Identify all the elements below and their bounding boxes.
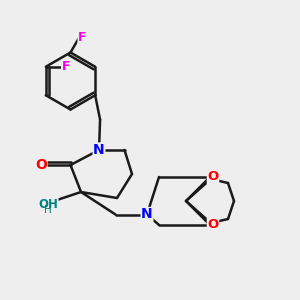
- Text: O: O: [207, 170, 219, 184]
- Text: OH: OH: [38, 197, 58, 211]
- Text: N: N: [141, 208, 153, 221]
- Text: O: O: [35, 158, 47, 172]
- Text: H: H: [44, 205, 52, 215]
- Text: F: F: [78, 31, 87, 44]
- Text: F: F: [62, 60, 70, 73]
- Text: O: O: [207, 218, 219, 232]
- Text: N: N: [93, 143, 105, 157]
